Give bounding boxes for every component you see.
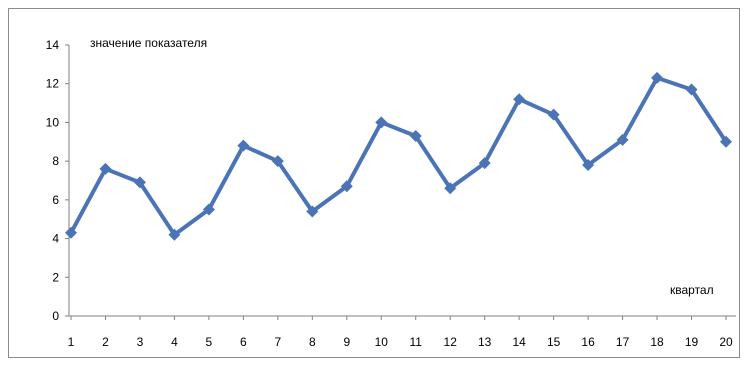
data-point: [271, 155, 284, 168]
y-tick-label: 14: [46, 38, 60, 52]
y-tick-labels: 0 2 4 6 8 10 12 14: [46, 38, 60, 323]
x-tick-label: 5: [206, 335, 213, 349]
data-point: [444, 182, 457, 195]
data-point: [720, 135, 732, 148]
data-point: [651, 71, 664, 84]
data-point: [168, 228, 181, 241]
x-tick-label: 18: [650, 335, 664, 349]
data-point: [340, 180, 353, 193]
data-point: [513, 93, 526, 106]
x-tick-label: 19: [685, 335, 699, 349]
x-tick-label: 15: [547, 335, 561, 349]
y-axis-title: значение показателя: [90, 36, 207, 50]
data-point: [237, 139, 250, 152]
data-markers: [65, 71, 732, 241]
x-tick-label: 11: [410, 335, 423, 349]
x-tick-label: 3: [137, 335, 144, 349]
x-tick-label: 7: [274, 335, 281, 349]
x-tick-label: 17: [616, 335, 630, 349]
y-tick-label: 0: [52, 309, 59, 323]
data-point: [99, 162, 112, 175]
x-tick-labels: 1 2 3 4 5 6 7 8 9 10 11 12 13 14 15 16 17 18 19 20: [68, 335, 733, 349]
y-tick-label: 12: [46, 77, 60, 91]
x-tick-label: 9: [343, 335, 350, 349]
x-tick-label: 6: [240, 335, 247, 349]
data-point: [547, 108, 560, 121]
series-line: [69, 75, 728, 237]
data-point: [133, 176, 146, 189]
x-axis-title: квартал: [670, 283, 714, 297]
y-tick-label: 8: [52, 154, 59, 168]
data-point: [202, 203, 215, 216]
x-tick-label: 13: [478, 335, 492, 349]
y-tick-label: 6: [52, 193, 59, 207]
x-tick-label: 1: [68, 335, 75, 349]
data-point: [375, 116, 388, 129]
x-tick-label: 8: [309, 335, 316, 349]
data-point: [685, 83, 698, 96]
data-point: [306, 205, 319, 218]
data-point: [616, 133, 629, 146]
x-tick-label: 10: [375, 335, 389, 349]
y-tick-label: 10: [46, 115, 60, 129]
x-tick-label: 20: [719, 335, 733, 349]
axes: [65, 44, 736, 320]
data-point: [409, 129, 422, 142]
chart-frame: [8, 8, 740, 358]
data-point: [582, 159, 595, 172]
x-tick-label: 12: [444, 335, 458, 349]
y-tick-label: 4: [52, 232, 59, 246]
x-tick-label: 16: [581, 335, 595, 349]
x-tick-label: 4: [171, 335, 178, 349]
x-tick-label: 2: [102, 335, 109, 349]
y-tick-label: 2: [52, 270, 59, 284]
data-point: [478, 157, 491, 170]
x-tick-label: 14: [512, 335, 526, 349]
data-point: [65, 226, 77, 239]
